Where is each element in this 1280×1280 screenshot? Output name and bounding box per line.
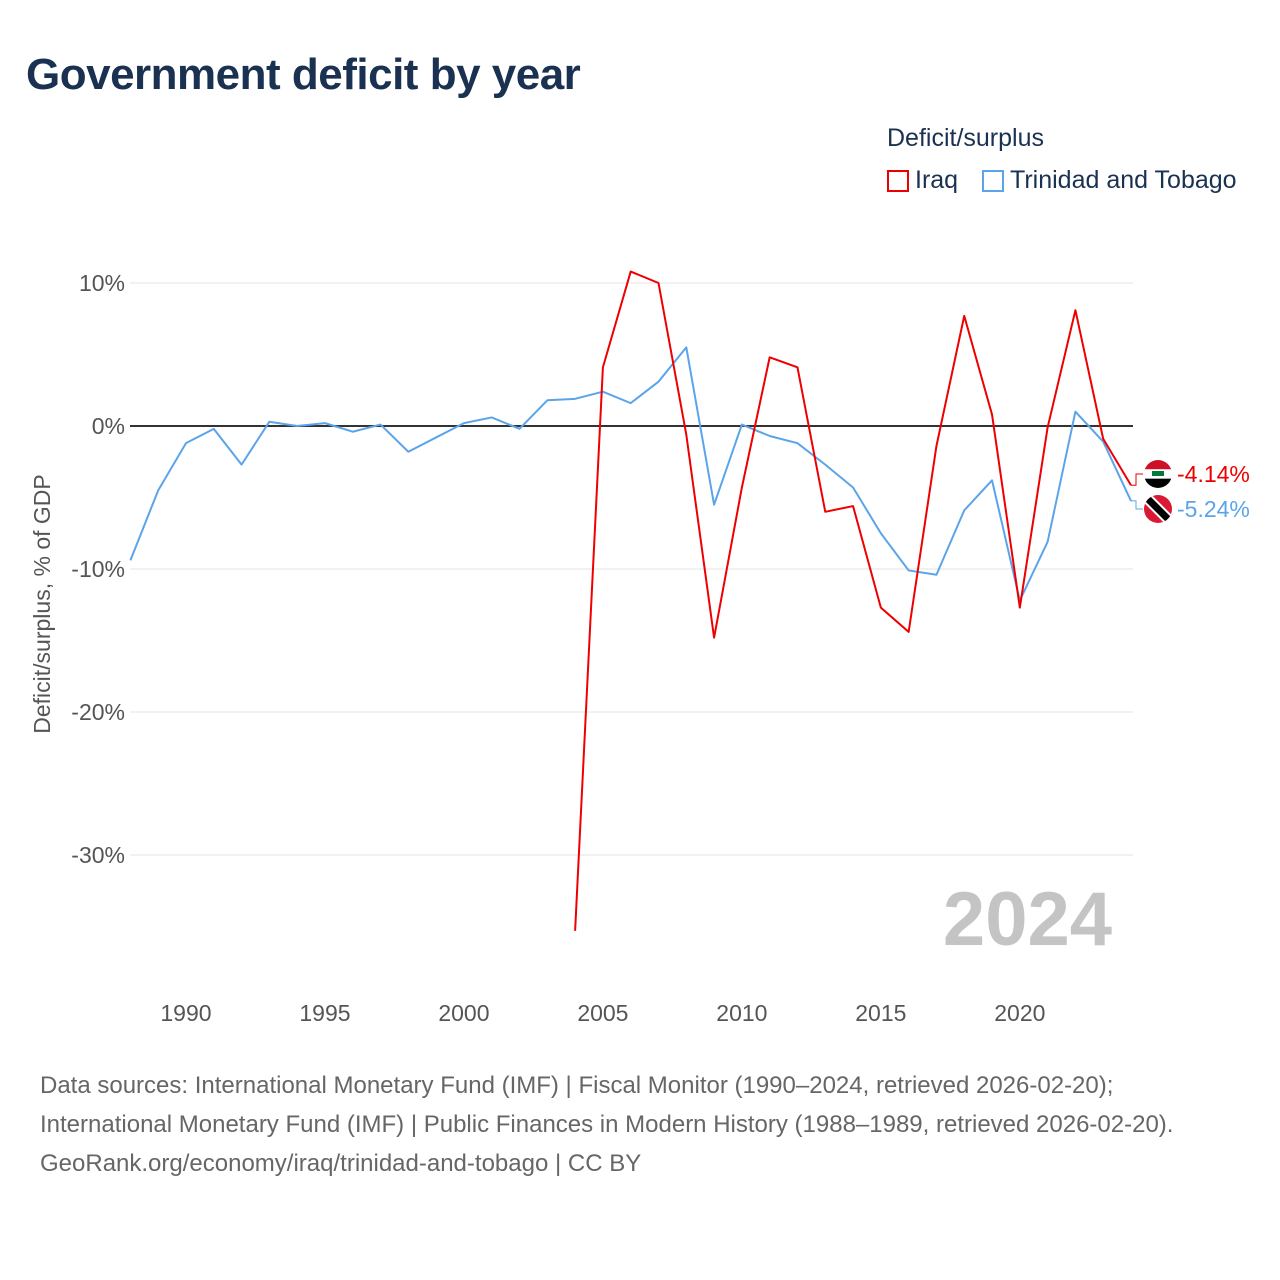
data-point [822,509,828,515]
flag-stripe [1144,460,1172,470]
data-point [628,269,634,275]
data-point [405,449,411,455]
data-point [683,344,689,350]
end-value-label: -4.14% [1177,461,1250,487]
data-point [961,507,967,513]
data-point [1072,307,1078,313]
data-point [655,379,661,385]
data-point [794,440,800,446]
data-point [989,412,995,418]
data-point [544,397,550,403]
data-point [711,502,717,508]
data-point [822,462,828,468]
legend-swatch [982,169,1004,192]
iraq-flag-icon [1144,460,1172,488]
y-tick-label: -20% [71,699,125,725]
data-point [906,629,912,635]
data-point [628,400,634,406]
data-point [322,420,328,426]
x-tick-label: 1990 [160,1000,211,1026]
series-line-trinidad-and-tobago [129,346,1132,602]
year-watermark: 2024 [943,877,1112,962]
end-label-connector [1131,500,1143,510]
data-point [906,567,912,573]
end-value-label: -5.24% [1177,496,1250,522]
data-sources: Data sources: International Monetary Fun… [40,1072,1174,1138]
legend-title: Deficit/surplus [887,124,1044,152]
data-point [961,313,967,319]
legend-label: Trinidad and Tobago [1010,166,1237,194]
y-tick-label: 0% [92,413,125,439]
x-tick-label: 2020 [994,1000,1045,1026]
data-point [183,440,189,446]
flag-emblem [1152,471,1164,476]
data-point [155,487,161,493]
data-point [600,364,606,370]
flag-body [1144,495,1172,523]
data-point [211,426,217,432]
credit-link[interactable]: GeoRank.org/economy/iraq/trinidad-and-to… [40,1150,642,1177]
data-point [127,557,133,563]
data-point [683,432,689,438]
data-point [239,462,245,468]
trinidad-and-tobago-flag-icon [1144,495,1172,523]
data-point [461,420,467,426]
data-point [711,635,717,641]
data-point [572,928,578,934]
flag-body [1144,460,1172,488]
flag-band [1144,495,1172,523]
data-point [989,477,995,483]
x-tick-label: 2005 [577,1000,628,1026]
data-point [767,354,773,360]
y-tick-label: -10% [71,556,125,582]
data-point [933,572,939,578]
x-tick-label: 2000 [438,1000,489,1026]
end-label-connector [1131,473,1143,486]
x-tick-label: 2015 [855,1000,906,1026]
legend-label: Iraq [915,166,959,194]
data-point [572,396,578,402]
data-point [1045,424,1051,430]
data-point [378,422,384,428]
data-point [767,433,773,439]
data-point [878,605,884,611]
data-point [294,423,300,429]
legend-item-trinidad-and-tobago[interactable]: Trinidad and Tobago [982,166,1237,195]
data-point [850,503,856,509]
data-point [433,434,439,440]
data-point [1017,605,1023,611]
footer: Data sources: International Monetary Fun… [40,1066,1240,1183]
data-point [489,414,495,420]
data-point [655,280,661,286]
y-tick-label: 10% [79,270,125,296]
data-point [933,443,939,449]
data-point [878,530,884,536]
data-point [1072,409,1078,415]
data-point [1045,539,1051,545]
legend-swatch [887,169,909,192]
data-point [266,419,272,425]
series-line-iraq [574,270,1132,931]
x-tick-label: 1995 [299,1000,350,1026]
y-tick-label: -30% [71,842,125,868]
data-point [794,364,800,370]
x-tick-label: 2010 [716,1000,767,1026]
flag-stripe [1144,478,1172,488]
y-axis-label: Deficit/surplus, % of GDP [29,474,55,733]
data-point [739,422,745,428]
legend-item-iraq[interactable]: Iraq [887,166,958,195]
data-point [517,426,523,432]
data-point [1100,436,1106,442]
chart-title: Government deficit by year [26,50,581,99]
data-point [350,429,356,435]
data-point [739,484,745,490]
data-point [850,484,856,490]
